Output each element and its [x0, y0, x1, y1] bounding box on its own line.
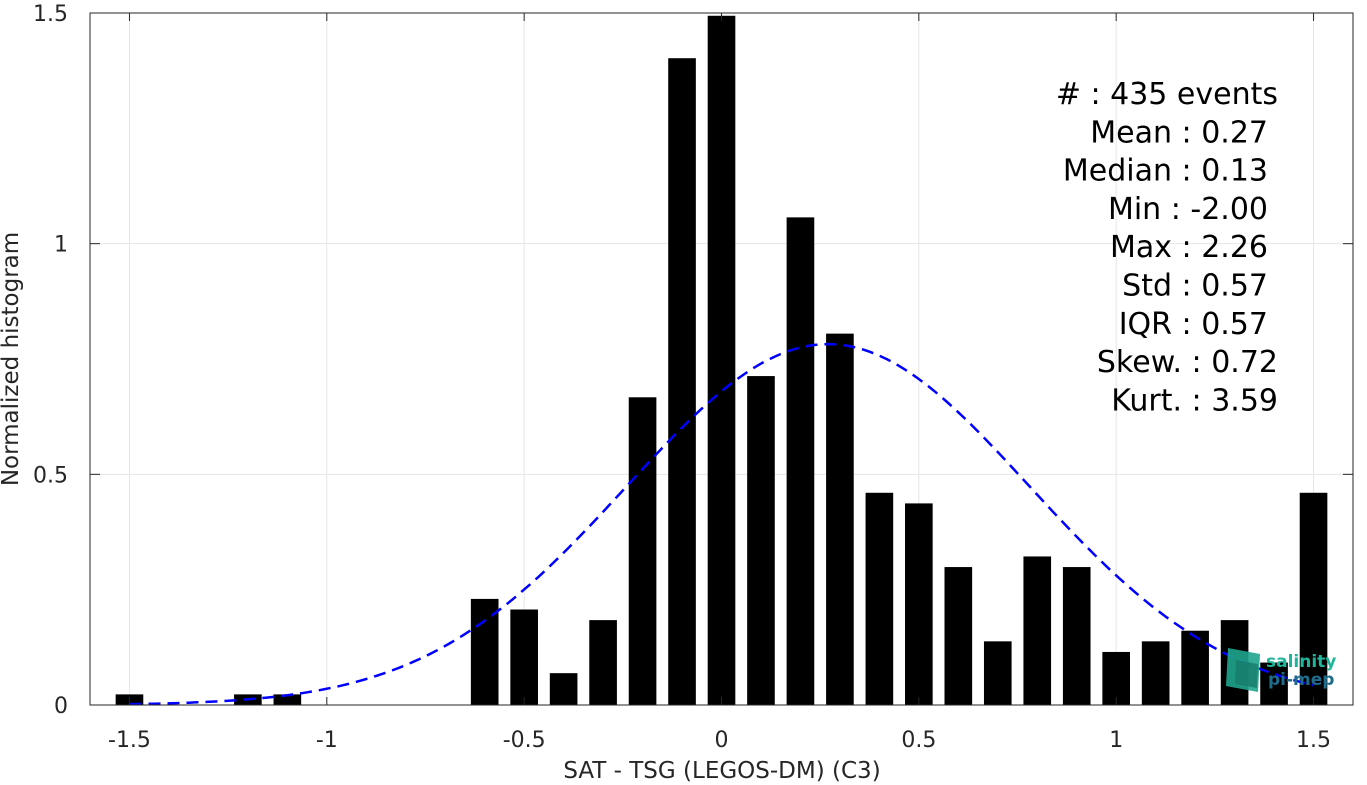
histogram-bar	[589, 620, 617, 705]
histogram-bar	[983, 641, 1012, 705]
histogram-bar	[1102, 651, 1131, 705]
salinity-pimep-logo: salinity pi-mep	[1226, 648, 1336, 692]
histogram-bar	[747, 376, 775, 705]
histogram-bar	[510, 609, 538, 705]
y-tick-label: 0.5	[33, 463, 68, 488]
stat-count: # : 435 events	[1056, 77, 1278, 112]
logo-cube-shade	[1235, 660, 1258, 688]
x-axis-ticks: -1.5 -1 -0.5 0 0.5 1 1.5	[108, 13, 1331, 753]
histogram-bar	[1062, 567, 1091, 705]
x-tick-label: -1.5	[108, 728, 151, 753]
y-tick-label: 0	[54, 694, 68, 719]
logo-text-pimep: pi-mep	[1268, 670, 1334, 690]
logo-text-salinity: salinity	[1266, 652, 1336, 672]
stat-kurt: Kurt. : 3.59	[1111, 383, 1278, 418]
histogram-bar	[707, 15, 736, 705]
stat-max: Max : 2.26	[1110, 230, 1268, 265]
histogram-bar	[865, 492, 894, 705]
stat-median: Median : 0.13	[1063, 154, 1268, 189]
stat-skew: Skew. : 0.72	[1097, 345, 1278, 380]
normal-fit-curve	[129, 342, 1314, 706]
histogram-bar	[628, 397, 657, 705]
x-tick-label: 0.5	[901, 728, 936, 753]
y-tick-label: 1	[54, 233, 68, 258]
y-tick-label: 1.5	[33, 2, 68, 27]
histogram-bar	[1181, 630, 1209, 705]
x-tick-label: -1	[316, 728, 338, 753]
stat-std: Std : 0.57	[1122, 269, 1268, 304]
fit-curve-line	[129, 342, 1314, 706]
stat-min: Min : -2.00	[1108, 192, 1268, 227]
histogram-bar	[1299, 492, 1328, 705]
histogram-bar	[826, 333, 854, 705]
x-tick-label: -0.5	[503, 728, 546, 753]
x-tick-label: 0	[715, 728, 729, 753]
histogram-bar	[549, 673, 578, 705]
stat-mean: Mean : 0.27	[1090, 115, 1268, 150]
x-tick-label: 1	[1109, 728, 1123, 753]
histogram-bar	[470, 598, 499, 705]
stat-iqr: IQR : 0.57	[1119, 307, 1268, 342]
histogram-bar	[1023, 556, 1052, 705]
x-axis-label: SAT - TSG (LEGOS-DM) (C3)	[563, 758, 880, 784]
y-axis-ticks: 0 0.5 1 1.5	[33, 2, 1353, 719]
histogram-bar	[786, 217, 815, 705]
histogram-bar	[944, 567, 973, 705]
histogram-bar	[273, 694, 302, 705]
histogram-bar	[668, 58, 696, 705]
y-axis-label: Normalized histogram	[0, 232, 24, 486]
x-tick-label: 1.5	[1296, 728, 1331, 753]
histogram-bar	[905, 503, 933, 705]
histogram-bar	[1141, 641, 1170, 705]
